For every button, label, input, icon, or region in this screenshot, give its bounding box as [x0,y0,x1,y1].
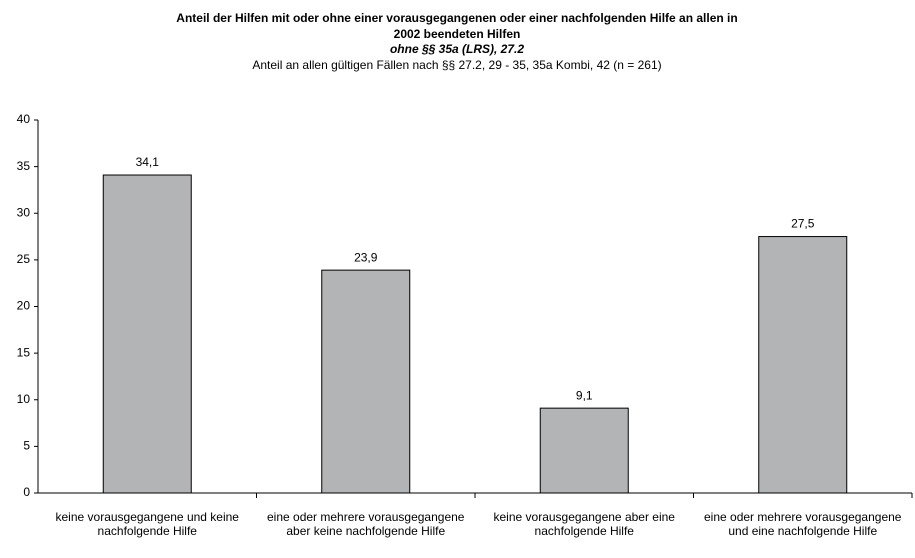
value-label: 23,9 [354,250,378,264]
bar [321,269,411,494]
x-tick-label: keine vorausgegangene aber eine nachfolg… [493,510,675,538]
chart-title: 2002 beendeten Hilfen [394,27,521,41]
x-tick-label: eine oder mehrere vorausgegangene und ei… [704,510,902,538]
y-tick-label: 0 [23,485,30,499]
x-tick-label: keine vorausgegangene und keine nachfolg… [55,510,239,538]
value-label: 27,5 [791,217,815,231]
y-tick-label: 40 [17,112,31,126]
y-tick-label: 5 [23,439,30,453]
bar [539,407,629,494]
chart-note: Anteil an allen gültigen Fällen nach §§ … [252,58,661,72]
y-tick-label: 20 [17,299,31,313]
y-tick-label: 25 [17,252,31,266]
chart-title: Anteil der Hilfen mit oder ohne einer vo… [176,11,737,25]
value-label: 34,1 [136,155,160,169]
y-tick-label: 10 [17,392,31,406]
value-label: 9,1 [576,388,593,402]
y-tick-label: 15 [17,345,31,359]
bar [102,174,192,494]
chart-subtitle: ohne §§ 35a (LRS), 27.2 [390,42,524,56]
bar [758,236,848,494]
y-tick-label: 35 [17,159,31,173]
x-tick-label: eine oder mehrere vorausgegangene aber k… [267,510,465,538]
y-tick-label: 30 [17,205,31,219]
